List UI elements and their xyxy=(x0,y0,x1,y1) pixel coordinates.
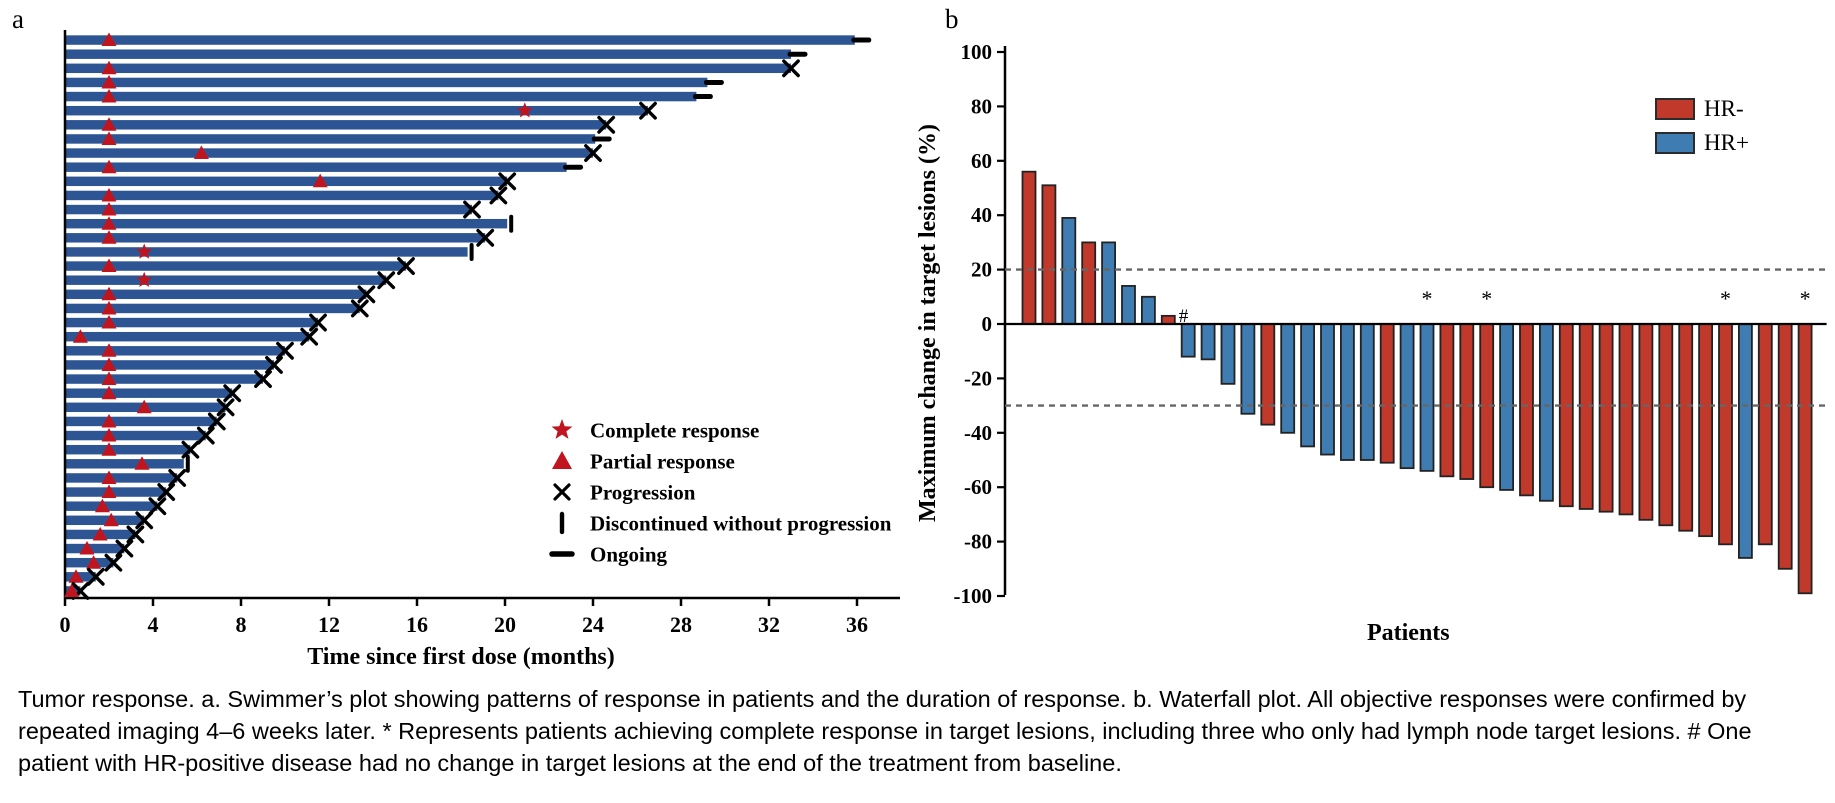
svg-text:Time since first dose (months): Time since first dose (months) xyxy=(307,644,615,670)
svg-text:*: * xyxy=(1481,286,1492,311)
svg-text:Complete response: Complete response xyxy=(590,419,759,443)
svg-text:-100: -100 xyxy=(954,584,993,608)
svg-text:*: * xyxy=(1422,286,1433,311)
svg-text:36: 36 xyxy=(846,612,868,637)
svg-text:4: 4 xyxy=(148,612,159,637)
svg-text:-60: -60 xyxy=(964,475,992,499)
svg-text:*: * xyxy=(1800,286,1811,311)
svg-text:Patients: Patients xyxy=(1367,620,1450,646)
svg-text:-80: -80 xyxy=(964,530,992,554)
svg-text:Maximum change in target lesio: Maximum change in target lesions (%) xyxy=(915,124,941,522)
svg-text:0: 0 xyxy=(60,612,71,637)
svg-text:*: * xyxy=(1720,286,1731,311)
svg-text:-20: -20 xyxy=(964,366,992,390)
svg-text:100: 100 xyxy=(961,40,993,64)
svg-text:28: 28 xyxy=(670,612,692,637)
svg-text:Discontinued without progressi: Discontinued without progression xyxy=(590,512,892,536)
svg-text:80: 80 xyxy=(971,94,992,118)
svg-text:-40: -40 xyxy=(964,421,992,445)
svg-text:b: b xyxy=(945,4,959,34)
svg-text:16: 16 xyxy=(406,612,428,637)
svg-text:32: 32 xyxy=(758,612,780,637)
svg-text:40: 40 xyxy=(971,203,992,227)
svg-text:60: 60 xyxy=(971,149,992,173)
svg-text:24: 24 xyxy=(582,612,604,637)
svg-text:0: 0 xyxy=(982,312,993,336)
svg-text:12: 12 xyxy=(318,612,340,637)
svg-text:a: a xyxy=(12,4,24,34)
svg-text:Progression: Progression xyxy=(590,481,696,505)
svg-text:Partial response: Partial response xyxy=(590,450,735,474)
svg-text:Ongoing: Ongoing xyxy=(590,543,668,567)
svg-text:8: 8 xyxy=(236,612,247,637)
svg-text:20: 20 xyxy=(971,258,992,282)
svg-text:20: 20 xyxy=(494,612,516,637)
